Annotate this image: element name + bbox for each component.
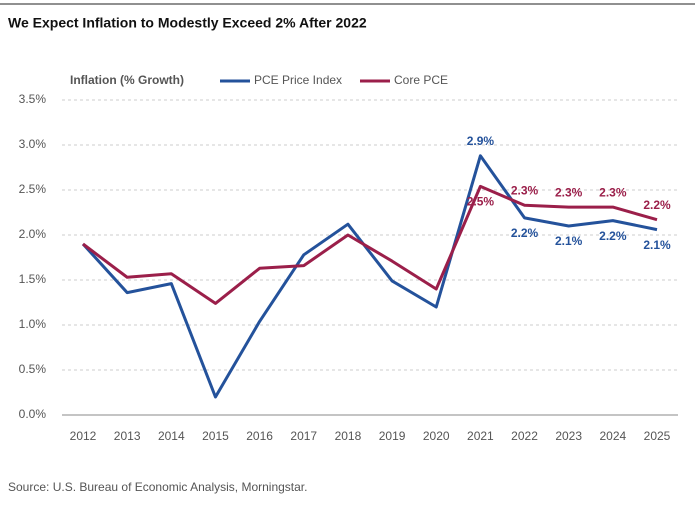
legend-label: PCE Price Index bbox=[254, 73, 342, 87]
y-tick-label: 2.0% bbox=[19, 227, 47, 241]
value-label: 2.3% bbox=[511, 183, 539, 197]
x-tick-label: 2021 bbox=[467, 429, 494, 443]
y-tick-label: 0.5% bbox=[19, 362, 47, 376]
value-label: 2.5% bbox=[467, 195, 495, 209]
y-tick-label: 0.0% bbox=[19, 407, 47, 421]
source-note: Source: U.S. Bureau of Economic Analysis… bbox=[8, 480, 307, 494]
x-tick-label: 2019 bbox=[379, 429, 406, 443]
value-label: 2.1% bbox=[555, 234, 583, 248]
y-tick-label: 3.5% bbox=[19, 92, 47, 106]
x-tick-label: 2025 bbox=[644, 429, 671, 443]
x-tick-label: 2020 bbox=[423, 429, 450, 443]
x-tick-label: 2024 bbox=[599, 429, 626, 443]
x-tick-label: 2023 bbox=[555, 429, 582, 443]
value-label: 2.3% bbox=[599, 185, 627, 199]
legend-label: Core PCE bbox=[394, 73, 448, 87]
x-tick-label: 2014 bbox=[158, 429, 185, 443]
y-tick-label: 1.5% bbox=[19, 272, 47, 286]
y-tick-label: 1.0% bbox=[19, 317, 47, 331]
value-label: 2.9% bbox=[467, 134, 495, 148]
value-label: 2.2% bbox=[643, 198, 671, 212]
value-label: 2.2% bbox=[599, 229, 627, 243]
y-tick-label: 2.5% bbox=[19, 182, 47, 196]
x-tick-label: 2012 bbox=[70, 429, 97, 443]
value-label: 2.1% bbox=[643, 238, 671, 252]
y-tick-label: 3.0% bbox=[19, 137, 47, 151]
x-tick-label: 2022 bbox=[511, 429, 538, 443]
value-label: 2.3% bbox=[555, 185, 583, 199]
x-tick-label: 2016 bbox=[246, 429, 273, 443]
series-line bbox=[81, 154, 658, 399]
legend-title: Inflation (% Growth) bbox=[70, 73, 184, 87]
x-tick-label: 2017 bbox=[290, 429, 317, 443]
x-tick-label: 2018 bbox=[335, 429, 362, 443]
series-line bbox=[82, 184, 658, 305]
value-label: 2.2% bbox=[511, 226, 539, 240]
chart-title: We Expect Inflation to Modestly Exceed 2… bbox=[8, 15, 367, 31]
x-tick-label: 2015 bbox=[202, 429, 229, 443]
x-tick-label: 2013 bbox=[114, 429, 141, 443]
